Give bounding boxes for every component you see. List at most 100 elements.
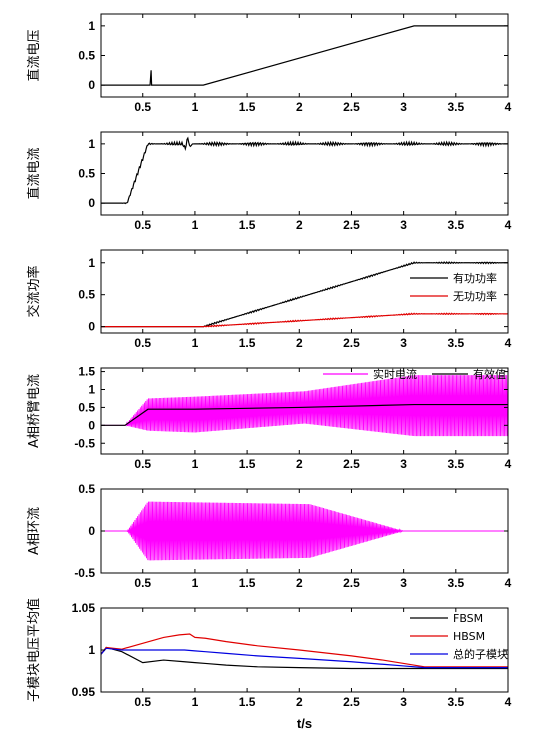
x-tick-label: 2.5 — [343, 100, 360, 114]
y-tick-label: 0.5 — [78, 400, 95, 414]
y-tick-label: 1 — [88, 643, 95, 657]
series-line-p5-0 — [101, 501, 508, 561]
x-tick-label: 1.5 — [239, 336, 256, 350]
panel-5: 0.5 1 1.5 2 2.5 3 3.5 4 -0.5 0 0.5 A相环流 — [27, 482, 512, 590]
x-tick-label: 3 — [400, 576, 407, 590]
panel-6: 0.5 1 1.5 2 2.5 3 3.5 4 0.95 1 1.05 子模块电压平均值 t/s FBSM… — [26, 598, 512, 731]
x-tick-label: 3.5 — [447, 218, 464, 232]
series-line-p6-2 — [101, 647, 508, 669]
series-line-p1-0 — [101, 25, 508, 86]
y-axis-label: A相桥臂电流 — [27, 374, 42, 448]
y-tick-label: 0.5 — [78, 288, 95, 302]
x-tick-label: 2.5 — [343, 218, 360, 232]
x-tick-label: 3.5 — [447, 695, 464, 709]
x-tick-label: 1 — [192, 100, 199, 114]
x-tick-label: 1 — [192, 336, 199, 350]
y-tick-label: -0.5 — [74, 436, 95, 450]
x-tick-label: 0.5 — [134, 218, 151, 232]
x-axis-label: t/s — [297, 716, 312, 731]
x-tick-label: 4 — [505, 336, 512, 350]
x-tick-label: 3.5 — [447, 336, 464, 350]
y-tick-label: 0.5 — [78, 167, 95, 181]
y-tick-label: 0.5 — [78, 49, 95, 63]
y-tick-label: 0 — [88, 320, 95, 334]
y-tick-label: 0 — [88, 524, 95, 538]
y-tick-label: 1 — [88, 19, 95, 33]
x-tick-label: 3.5 — [447, 100, 464, 114]
series-line-p4-1 — [101, 403, 508, 426]
x-tick-label: 4 — [505, 576, 512, 590]
legend: 实时电流 有效值 — [323, 367, 506, 381]
x-tick-label: 3.5 — [447, 576, 464, 590]
y-tick-label: 1 — [88, 256, 95, 270]
series-line-p3-1 — [101, 312, 508, 328]
x-tick-label: 2.5 — [343, 457, 360, 471]
x-tick-label: 2.5 — [343, 695, 360, 709]
x-tick-label: 3 — [400, 218, 407, 232]
axes-frame — [100, 367, 509, 455]
series-line-p2-0 — [101, 136, 508, 205]
y-tick-label: 0 — [88, 196, 95, 210]
x-tick-label: 2 — [296, 695, 303, 709]
x-tick-label: 3 — [400, 336, 407, 350]
y-tick-label: 1 — [88, 137, 95, 151]
y-tick-label: 0 — [88, 78, 95, 92]
x-tick-label: 3 — [400, 457, 407, 471]
y-tick-label: 0 — [88, 418, 95, 432]
panel-2: 0.5 1 1.5 2 2.5 3 3.5 4 0 0.5 1 直流电流 — [27, 131, 512, 232]
x-tick-label: 3 — [400, 695, 407, 709]
x-tick-label: 2 — [296, 457, 303, 471]
series-line-p4-0 — [101, 375, 508, 437]
x-tick-label: 2.5 — [343, 576, 360, 590]
panel-4: 0.5 1 1.5 2 2.5 3 3.5 4 -0.5 0 0.5 1 1.5 A相桥臂电流 实时电流 有效… — [27, 365, 512, 471]
y-axis-label: 直流电流 — [27, 147, 42, 199]
y-tick-label: 1.05 — [72, 601, 96, 615]
x-tick-label: 1 — [192, 457, 199, 471]
x-tick-label: 3 — [400, 100, 407, 114]
legend-label: FBSM — [453, 612, 483, 625]
x-tick-label: 0.5 — [134, 336, 151, 350]
x-tick-label: 1 — [192, 695, 199, 709]
y-tick-label: 1.5 — [78, 365, 95, 379]
x-tick-label: 1.5 — [239, 576, 256, 590]
x-tick-label: 4 — [505, 457, 512, 471]
legend-label: 实时电流 — [373, 367, 417, 381]
x-tick-label: 1.5 — [239, 100, 256, 114]
legend-label: 有效值 — [473, 367, 506, 381]
axes-frame — [100, 249, 509, 334]
x-tick-label: 2 — [296, 576, 303, 590]
x-tick-label: 1.5 — [239, 695, 256, 709]
legend-label: HBSM — [453, 630, 485, 643]
x-tick-label: 1 — [192, 218, 199, 232]
x-tick-label: 2 — [296, 336, 303, 350]
series-line-p3-0 — [101, 261, 508, 328]
y-axis-label: A相环流 — [27, 507, 42, 555]
series-line-p6-0 — [101, 646, 508, 670]
x-tick-label: 2.5 — [343, 336, 360, 350]
y-axis-label: 直流电压 — [27, 29, 42, 81]
y-tick-label: 0.5 — [78, 482, 95, 496]
legend: FBSM HBSM 总的子模块 — [410, 612, 508, 661]
y-tick-label: 0.95 — [72, 685, 96, 699]
x-tick-label: 0.5 — [134, 100, 151, 114]
legend-label: 有功功率 — [453, 271, 497, 285]
y-tick-label: -0.5 — [74, 566, 95, 580]
x-tick-label: 4 — [505, 695, 512, 709]
y-axis-label: 交流功率 — [26, 265, 42, 317]
x-tick-label: 1.5 — [239, 457, 256, 471]
x-tick-label: 0.5 — [134, 695, 151, 709]
x-tick-label: 4 — [505, 218, 512, 232]
x-tick-label: 4 — [505, 100, 512, 114]
y-axis-label: 子模块电压平均值 — [26, 598, 42, 702]
series-line-p6-1 — [101, 633, 508, 668]
legend-label: 无功功率 — [453, 289, 497, 303]
x-tick-label: 0.5 — [134, 576, 151, 590]
legend-label: 总的子模块 — [453, 647, 508, 661]
y-tick-label: 1 — [88, 383, 95, 397]
x-tick-label: 3.5 — [447, 457, 464, 471]
x-tick-label: 0.5 — [134, 457, 151, 471]
x-tick-label: 1.5 — [239, 218, 256, 232]
